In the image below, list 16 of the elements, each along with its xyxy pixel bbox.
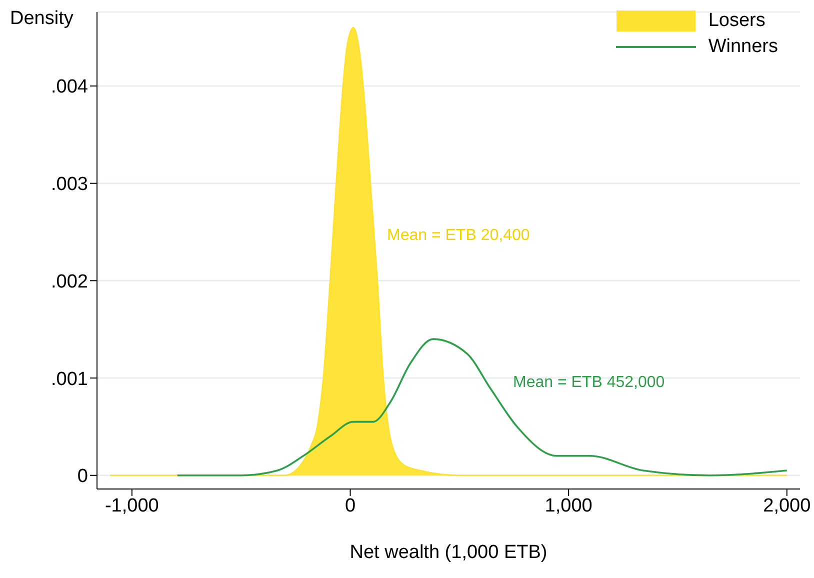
annotation: Mean = ETB 452,000 [513,374,665,392]
x-tick-label: 0 [344,495,356,516]
x-tick-label: 2,000 [763,495,811,516]
x-axis-title: Net wealth (1,000 ETB) [350,542,548,563]
x-tick-label: 1,000 [544,495,592,516]
legend-label: Losers [708,10,766,32]
y-axis-title: Density [10,8,74,30]
annotation: Mean = ETB 20,400 [387,227,530,245]
legend-label: Winners [708,36,778,58]
line-series [176,338,788,476]
y-tick-label: .002 [51,271,88,292]
x-tick-label: -1,000 [104,495,159,516]
y-tick-label: .003 [51,174,88,196]
y-tick-label: .004 [51,76,88,98]
y-tick-label: .001 [51,368,88,390]
y-tick-label: 0 [77,466,88,488]
